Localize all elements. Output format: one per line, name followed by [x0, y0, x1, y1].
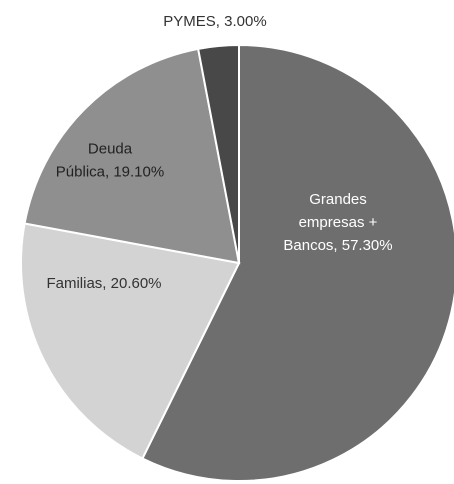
data-label-pymes: PYMES, 3.00%: [163, 13, 266, 30]
data-label-grandes-empresas-bancos: Grandes empresas + Bancos, 57.30%: [283, 191, 392, 254]
pie-slice-pymes: [196, 43, 240, 264]
pie-slices: [20, 43, 454, 482]
pie-slice-deuda-p-blica: [23, 47, 241, 265]
data-label-deuda-p-blica: Deuda Pública, 19.10%: [56, 141, 164, 181]
pie-slice-familias: [20, 222, 241, 460]
pie-labels: Grandes empresas + Bancos, 57.30% Familias,…: [46, 13, 392, 292]
data-label-familias: Familias, 20.60%: [46, 275, 161, 292]
pie-slice-grandes-empresas-bancos: [141, 43, 454, 482]
